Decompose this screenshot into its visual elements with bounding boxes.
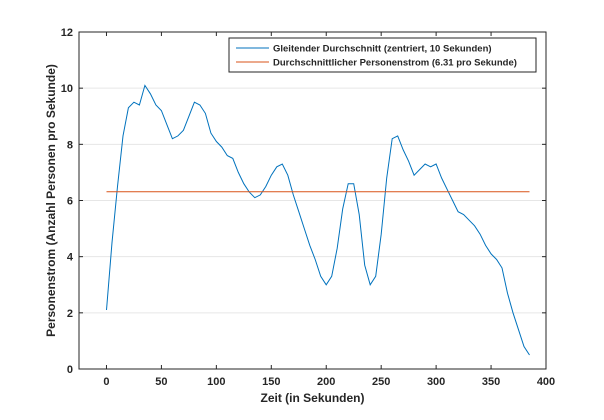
y-tick-label: 4 xyxy=(67,252,74,264)
x-tick-label: 100 xyxy=(207,376,225,388)
legend: Gleitender Durchschnitt (zentriert, 10 S… xyxy=(228,37,537,73)
series-group xyxy=(106,84,530,356)
x-tick-label: 350 xyxy=(482,376,500,388)
legend-box xyxy=(228,37,537,73)
y-tick-label: 2 xyxy=(67,308,73,320)
y-tick-label: 0 xyxy=(67,364,73,376)
y-tick-label: 6 xyxy=(67,196,73,208)
grid xyxy=(79,31,546,370)
ticks: 0 2 4 6 8 10 12 0 50 100 150 200 250 300 350 400 xyxy=(61,27,555,388)
y-tick-label: 8 xyxy=(67,139,73,151)
legend-label: Durchschnittlicher Personenstrom (6.31 p… xyxy=(273,58,517,69)
y-axis-label: Personenstrom (Anzahl Personen pro Sekun… xyxy=(44,64,58,337)
x-tick-label: 200 xyxy=(317,376,335,388)
x-axis-label: Zeit (in Sekunden) xyxy=(260,391,364,405)
x-tick-label: 150 xyxy=(262,376,280,388)
series-line-1 xyxy=(106,84,530,356)
x-tick-label: 300 xyxy=(427,376,445,388)
y-tick-label: 12 xyxy=(61,27,73,39)
x-tick-label: 0 xyxy=(103,376,109,388)
x-tick-label: 250 xyxy=(372,376,390,388)
x-tick-label: 50 xyxy=(155,376,167,388)
legend-label: Gleitender Durchschnitt (zentriert, 10 S… xyxy=(273,44,492,55)
y-tick-label: 10 xyxy=(61,83,73,95)
x-tick-label: 400 xyxy=(537,376,555,388)
